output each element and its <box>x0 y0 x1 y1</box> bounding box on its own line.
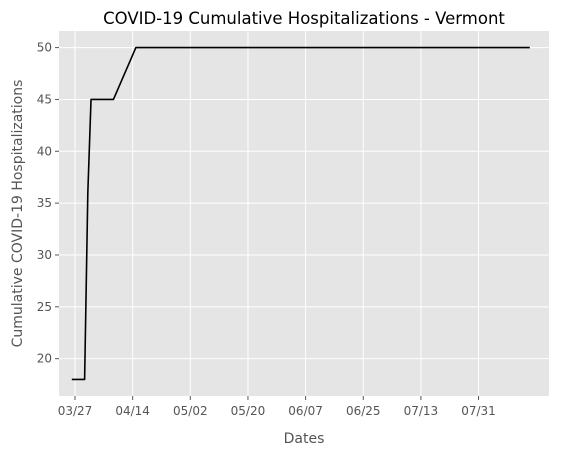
y-tick-label: 45 <box>37 92 52 106</box>
x-tick-label: 05/20 <box>231 404 266 418</box>
x-tick-labels: 03/27 04/14 05/02 05/20 06/07 06/25 07/13 07/31 <box>58 396 496 418</box>
x-tick-label: 05/02 <box>173 404 208 418</box>
x-tick-label: 07/13 <box>404 404 439 418</box>
x-tick-label: 04/14 <box>115 404 150 418</box>
x-tick-label: 07/31 <box>461 404 496 418</box>
y-tick-label: 50 <box>37 41 52 55</box>
y-tick-label: 30 <box>37 248 52 262</box>
series-layer <box>71 46 530 381</box>
y-tick-label: 25 <box>37 300 52 314</box>
x-tick-label: 03/27 <box>58 404 93 418</box>
plot-area <box>59 31 549 396</box>
y-axis-label: Cumulative COVID-19 Hospitalizations <box>10 80 26 348</box>
x-tick-label: 06/07 <box>288 404 323 418</box>
x-axis-label: Dates <box>284 431 325 447</box>
y-tick-label: 35 <box>37 196 52 210</box>
y-tick-labels: 20 25 30 35 40 45 50 <box>37 41 59 366</box>
x-tick-label: 06/25 <box>346 404 381 418</box>
chart-title: COVID-19 Cumulative Hospitalizations - V… <box>103 9 505 28</box>
y-tick-label: 20 <box>37 352 52 366</box>
series-line <box>71 46 530 381</box>
y-tick-label: 40 <box>37 144 52 158</box>
